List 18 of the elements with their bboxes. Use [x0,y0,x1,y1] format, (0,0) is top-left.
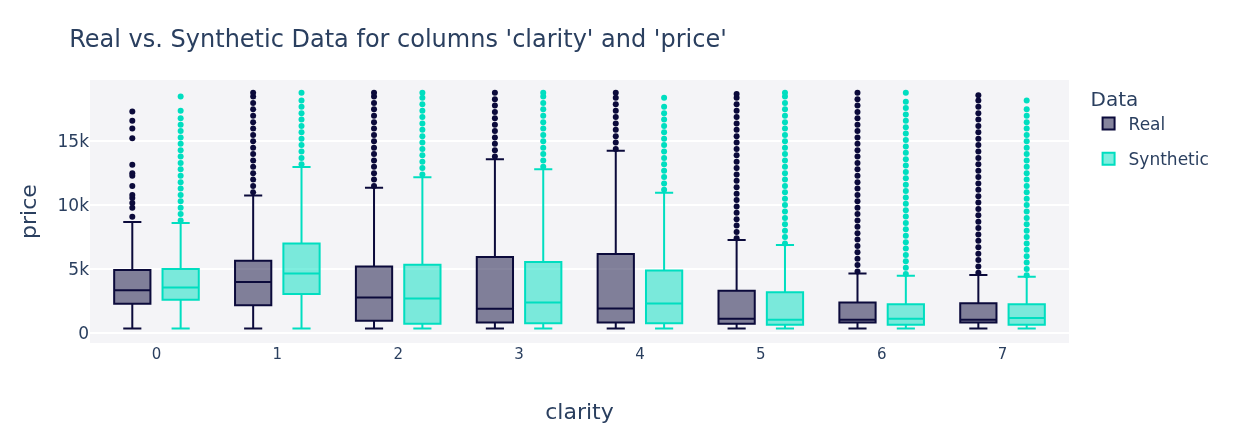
y-tick-label: 0 [78,322,89,343]
x-tick-label: 6 [876,345,887,363]
legend-label: Synthetic [1128,149,1209,170]
x-tick-label: 2 [393,345,403,363]
x-tick-label: 5 [756,345,766,363]
y-tick-label: 15k [57,131,90,152]
legend-title: Data [1090,87,1139,111]
y-tick-label: 5k [68,258,90,279]
x-tick-label: 0 [151,345,162,363]
x-tick-label: 1 [272,345,283,363]
y-axis-title: price [16,184,41,239]
y-tick-label: 10k [57,195,90,216]
x-axis-title: clarity [545,399,614,424]
legend-label: Real [1128,114,1166,135]
x-tick-label: 3 [514,345,524,363]
x-tick-label: 4 [635,345,645,363]
chart-title: Real vs. Synthetic Data for columns 'clarity' and 'price' [69,24,727,53]
x-tick-label: 7 [997,345,1008,363]
